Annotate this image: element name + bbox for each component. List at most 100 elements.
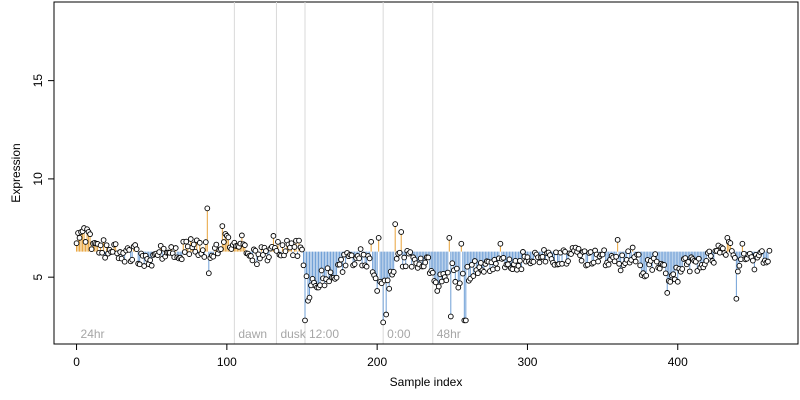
data-point-370: [629, 244, 636, 251]
data-point-456: [759, 248, 765, 254]
data-point-391: [661, 262, 668, 268]
data-point-19: [102, 254, 108, 261]
data-point-304: [530, 259, 537, 265]
data-point-88: [205, 270, 212, 277]
data-point-45: [141, 263, 148, 269]
data-point-229: [417, 255, 424, 262]
data-point-336: [578, 257, 585, 264]
data-point-405: [682, 255, 689, 261]
data-point-213: [393, 255, 400, 262]
data-point-367: [625, 248, 632, 255]
data-point-297: [520, 249, 526, 255]
data-point-212: [392, 221, 399, 227]
data-point-183: [348, 252, 355, 259]
data-point-91: [210, 253, 217, 260]
data-point-249: [447, 313, 454, 320]
data-point-428: [716, 249, 723, 256]
data-point-151: [300, 262, 307, 269]
data-point-147: [294, 253, 301, 259]
data-point-155: [306, 294, 313, 301]
data-point-243: [438, 278, 445, 285]
data-point-403: [679, 266, 686, 272]
data-point-17: [99, 249, 105, 256]
data-point-239: [432, 279, 439, 286]
data-point-204: [380, 319, 387, 326]
phase-label-3: 12:00: [309, 327, 339, 341]
data-point-358: [611, 258, 618, 265]
data-point-264: [470, 273, 477, 279]
data-point-375: [637, 262, 644, 269]
data-point-440: [735, 268, 741, 275]
data-point-256: [458, 240, 465, 247]
data-point-451: [751, 266, 758, 273]
data-point-430: [719, 245, 726, 252]
data-point-78: [190, 241, 197, 248]
data-point-282: [497, 240, 504, 247]
data-point-66: [172, 245, 179, 251]
data-point-392: [662, 270, 669, 277]
phase-label-4: 0:00: [387, 327, 411, 341]
data-point-288: [506, 256, 513, 263]
data-point-267: [475, 270, 481, 277]
data-point-173: [333, 274, 340, 281]
data-point-10: [88, 246, 95, 253]
data-point-63: [168, 244, 175, 250]
data-point-131: [270, 233, 277, 239]
data-point-234: [425, 254, 432, 261]
data-point-112: [242, 242, 248, 249]
data-point-255: [456, 280, 463, 287]
phase-label-0: 24hr: [81, 327, 105, 341]
x-tick-label-400: 400: [668, 355, 688, 369]
data-point-241: [435, 283, 442, 290]
data-point-215: [396, 249, 403, 256]
data-point-259: [462, 317, 469, 324]
data-point-70: [178, 256, 185, 263]
data-point-386: [653, 258, 660, 265]
phase-label-5: 48hr: [437, 327, 461, 341]
data-point-444: [741, 250, 747, 257]
data-point-84: [199, 247, 206, 253]
data-point-284: [500, 254, 507, 261]
phase-label-1: dawn: [238, 327, 267, 341]
data-point-110: [239, 232, 245, 239]
data-point-257: [459, 270, 466, 277]
data-point-152: [302, 317, 308, 324]
plot-frame: [53, 1, 799, 345]
data-point-6: [82, 239, 89, 245]
x-axis-title: Sample index: [390, 375, 463, 389]
data-point-277: [490, 266, 496, 273]
data-point-438: [732, 254, 738, 261]
y-axis-title: Expression: [9, 143, 23, 202]
data-point-193: [363, 263, 370, 270]
data-point-395: [667, 278, 674, 285]
data-point-347: [595, 258, 601, 265]
data-point-72: [181, 249, 188, 255]
data-point-422: [707, 253, 714, 259]
data-point-295: [517, 257, 523, 264]
data-point-124: [260, 252, 266, 258]
data-point-201: [375, 235, 382, 241]
data-point-87: [204, 205, 211, 212]
data-point-450: [750, 257, 756, 264]
data-point-335: [577, 252, 583, 259]
data-point-312: [542, 258, 549, 265]
data-point-73: [183, 238, 190, 245]
data-point-175: [336, 261, 343, 268]
data-point-148: [296, 237, 302, 244]
data-point-290: [509, 266, 516, 273]
x-tick-label-300: 300: [517, 355, 537, 369]
x-tick-label-0: 0: [73, 355, 80, 369]
data-point-98: [220, 239, 227, 245]
data-point-421: [706, 248, 713, 255]
data-point-246: [443, 277, 450, 284]
phase-label-2: dusk: [280, 327, 306, 341]
data-point-58: [160, 245, 167, 252]
data-point-2: [76, 235, 83, 241]
data-point-37: [129, 256, 136, 263]
data-point-208: [386, 285, 393, 292]
data-point-137: [279, 242, 286, 248]
data-point-26: [112, 241, 119, 247]
data-point-169: [327, 269, 334, 276]
